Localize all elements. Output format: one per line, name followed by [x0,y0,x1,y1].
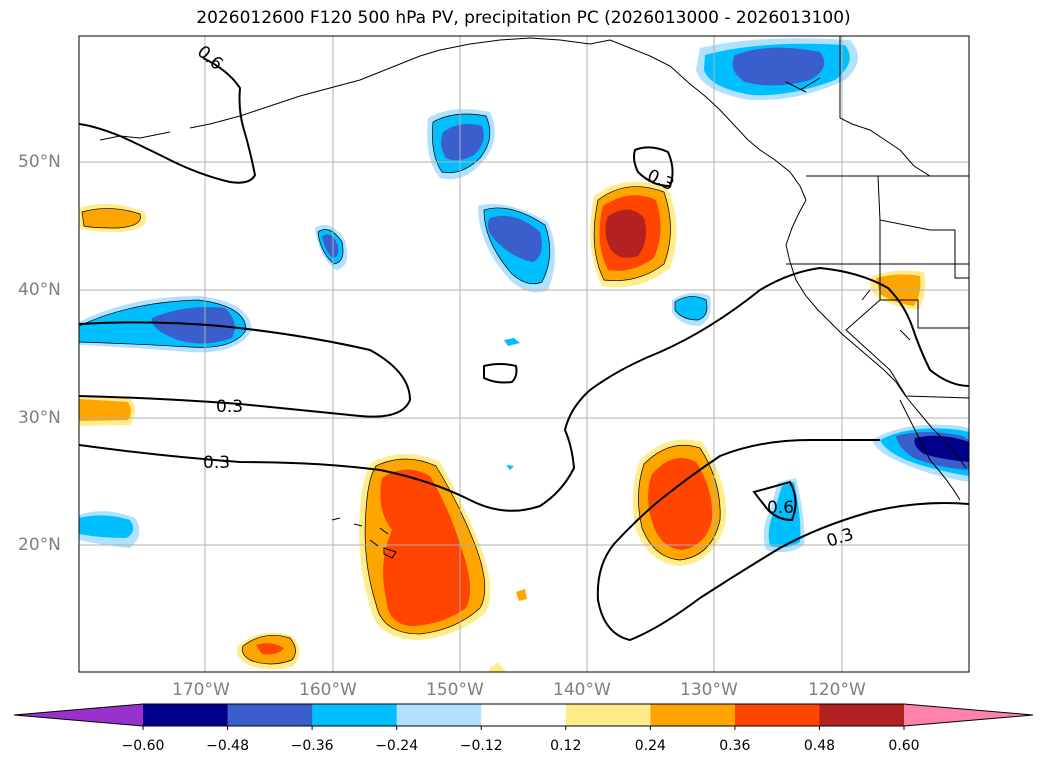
lon-label-140w: 140°W [553,680,611,700]
precipitation-shading [79,38,969,672]
graticule [79,36,969,672]
colorbar-swatch [481,704,567,726]
colorbar-swatch [565,704,651,726]
colorbar-swatch [396,704,482,726]
colorbar-swatch [143,704,229,726]
colorbar-tick-label: −0.48 [206,738,249,754]
contour-label: 0.6 [767,498,794,518]
precip-outlines [79,113,721,665]
colorbar-swatch [734,704,820,726]
contour-label: 0.3 [203,453,230,473]
colorbar [13,703,1034,730]
contour-label: 0.3 [824,524,856,551]
lat-label-40n: 40°N [18,280,61,300]
colorbar-tick-label: −0.36 [290,738,334,754]
lat-label-50n: 50°N [18,152,61,172]
colorbar-tick-label: 0.12 [550,738,582,754]
lat-label-30n: 30°N [18,408,61,428]
colorbar-tick-label: −0.12 [459,738,503,754]
colorbar-tick-label: 0.36 [719,738,751,754]
colorbar-swatch [227,704,313,726]
contour-label: 0.3 [216,397,243,417]
coastlines [99,36,969,559]
map-title: 2026012600 F120 500 hPa PV, precipitatio… [196,8,851,28]
lon-label-170w: 170°W [172,680,230,700]
colorbar-extend-high [904,704,1033,726]
colorbar-swatch [819,704,905,726]
lat-label-20n: 20°N [18,535,61,555]
colorbar-tick-label: 0.24 [634,738,666,754]
colorbar-swatch [312,704,398,726]
pv-contours [79,57,969,642]
lon-label-150w: 150°W [426,680,484,700]
lon-label-120w: 120°W [808,680,866,700]
colorbar-tick-label: −0.24 [375,738,419,754]
colorbar-tick-label: 0.60 [888,738,920,754]
colorbar-swatch [650,704,736,726]
lon-label-130w: 130°W [680,680,738,700]
colorbar-tick-label: 0.48 [803,738,836,754]
colorbar-extend-low [14,704,143,726]
pv-contour-labels: 0.6 0.3 0.3 0.3 0.6 0.3 [193,42,856,552]
lon-label-160w: 160°W [299,680,357,700]
map-frame [78,35,970,673]
colorbar-tick-label: −0.60 [121,738,165,754]
